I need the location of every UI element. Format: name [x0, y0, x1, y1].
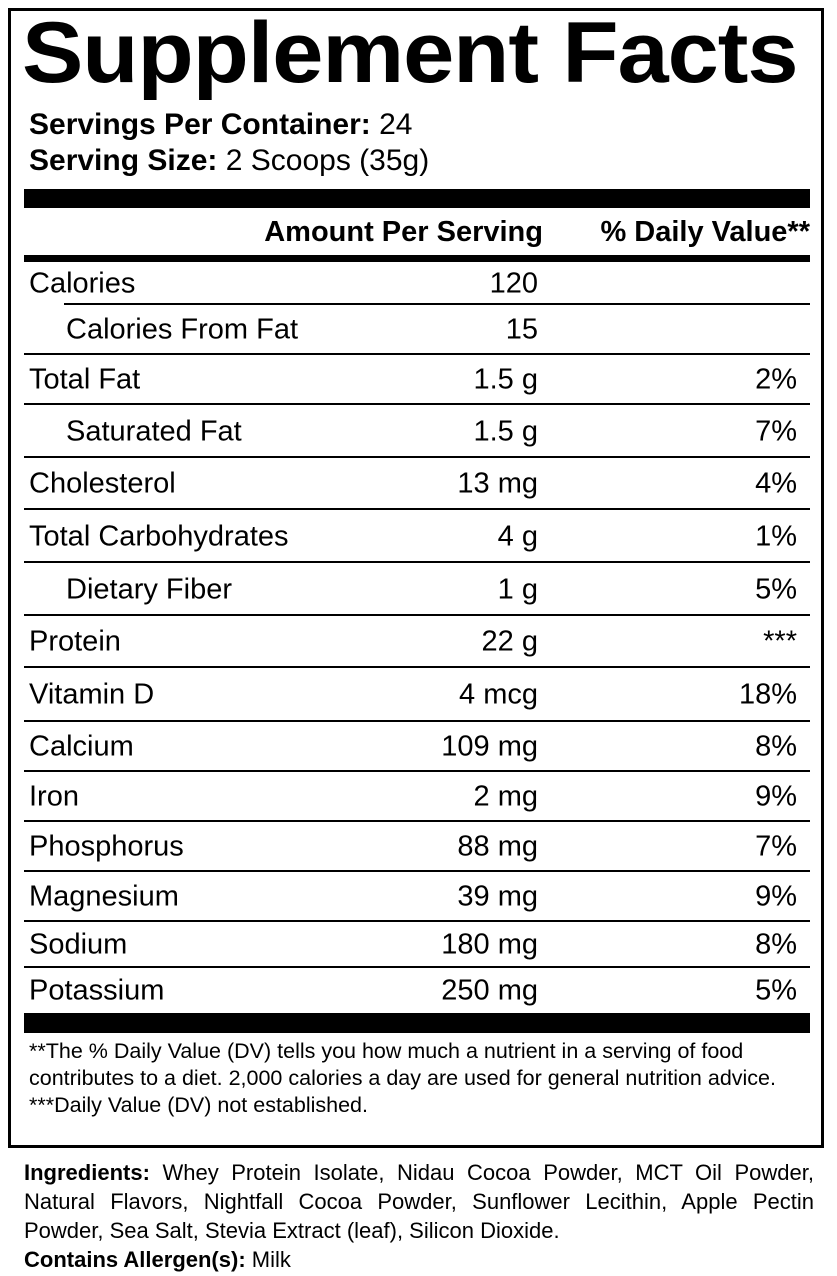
servings-value: 24	[379, 108, 413, 141]
nutrient-dv: 18%	[738, 678, 797, 711]
dv-footnote: **The % Daily Value (DV) tells you how m…	[29, 1039, 776, 1090]
nutrient-row: Potassium 250 mg 5%	[24, 968, 810, 1013]
nutrient-amount: 13 mg	[457, 467, 538, 500]
nutrient-name: Dietary Fiber	[66, 573, 232, 605]
nutrient-amount: 1.5 g	[473, 363, 539, 396]
nutrient-name: Cholesterol	[29, 467, 176, 500]
row-divider	[24, 870, 810, 872]
nutrient-row: Calories 120	[24, 262, 810, 305]
row-divider	[24, 966, 810, 968]
nutrient-amount: 120	[489, 267, 538, 299]
nutrient-dv: 9%	[755, 780, 797, 813]
nutrient-row: Magnesium 39 mg 9%	[24, 872, 810, 922]
nutrient-row: Calories From Fat 15	[24, 305, 810, 355]
row-divider	[64, 303, 810, 305]
nutrient-name: Saturated Fat	[66, 415, 242, 447]
nutrient-name: Calories From Fat	[66, 313, 299, 346]
serving-size: Serving Size: 2 Scoops (35g)	[29, 146, 429, 176]
panel-title: Supplement Facts	[22, 5, 799, 101]
nutrient-row: Total Fat 1.5 g 2%	[24, 355, 810, 405]
ingredients: Ingredients: Whey Protein Isolate, Nidau…	[24, 1158, 814, 1274]
nutrient-row: Sodium 180 mg 8%	[24, 922, 810, 968]
nutrient-name: Total Carbohydrates	[29, 520, 289, 552]
nutrient-name: Potassium	[29, 974, 165, 1006]
nutrient-dv: 7%	[755, 415, 797, 447]
row-divider	[24, 353, 810, 355]
row-divider	[24, 920, 810, 922]
nutrient-dv: 8%	[755, 730, 797, 763]
nutrient-name: Sodium	[29, 928, 128, 961]
nutrient-name: Protein	[29, 625, 121, 658]
nutrient-dv: 8%	[755, 928, 797, 961]
nutrient-dv: 2%	[755, 363, 797, 396]
nutrient-name: Calories	[29, 267, 136, 299]
ingredients-label: Ingredients:	[24, 1160, 150, 1185]
nutrient-row: Total Carbohydrates 4 g 1%	[24, 510, 810, 563]
nutrient-amount: 4 mcg	[459, 678, 538, 711]
servings-per-container: Servings Per Container: 24	[29, 110, 412, 140]
nutrient-amount: 1 g	[497, 573, 538, 605]
servings-label: Servings Per Container:	[29, 108, 371, 141]
supplement-facts-panel	[8, 8, 824, 1148]
nutrient-row: Calcium 109 mg 8%	[24, 722, 810, 772]
nutrient-dv: 1%	[755, 520, 797, 552]
nutrient-row: Vitamin D 4 mcg 18%	[24, 668, 810, 722]
nutrient-amount: 2 mg	[473, 780, 538, 813]
row-divider	[24, 561, 810, 563]
nutrient-amount: 39 mg	[457, 880, 538, 913]
nutrient-row: Iron 2 mg 9%	[24, 772, 810, 822]
nutrient-amount: 88 mg	[457, 830, 538, 863]
thick-divider	[24, 1013, 810, 1033]
row-divider	[24, 403, 810, 405]
nutrient-row: Saturated Fat 1.5 g 7%	[24, 405, 810, 458]
not-established-footnote: ***Daily Value (DV) not established.	[29, 1093, 368, 1117]
amount-header: Amount Per Serving	[264, 216, 543, 248]
nutrient-name: Vitamin D	[29, 678, 155, 711]
nutrient-row: Phosphorus 88 mg 7%	[24, 822, 810, 872]
allergens-label: Contains Allergen(s):	[24, 1247, 246, 1272]
nutrient-row: Dietary Fiber 1 g 5%	[24, 563, 810, 616]
row-divider	[24, 508, 810, 510]
nutrient-row: Protein 22 g ***	[24, 616, 810, 668]
nutrient-amount: 250 mg	[441, 974, 538, 1006]
nutrient-name: Iron	[29, 780, 79, 813]
row-divider	[24, 820, 810, 822]
footnotes: **The % Daily Value (DV) tells you how m…	[29, 1038, 799, 1119]
nutrient-amount: 15	[505, 313, 538, 346]
allergens-value: Milk	[251, 1247, 291, 1272]
serving-size-label: Serving Size:	[29, 144, 218, 177]
row-divider	[24, 666, 810, 668]
nutrient-dv: 9%	[755, 880, 797, 913]
nutrient-amount: 4 g	[497, 520, 538, 552]
nutrient-name: Phosphorus	[29, 830, 184, 863]
nutrient-row: Cholesterol 13 mg 4%	[24, 458, 810, 510]
row-divider	[24, 720, 810, 722]
serving-size-value: 2 Scoops (35g)	[225, 144, 430, 177]
nutrient-amount: 180 mg	[441, 928, 538, 961]
nutrient-name: Magnesium	[29, 880, 179, 913]
nutrient-dv: 5%	[755, 974, 797, 1006]
nutrient-amount: 109 mg	[441, 730, 538, 763]
nutrient-dv: 7%	[755, 830, 797, 863]
nutrient-dv: 5%	[755, 573, 797, 605]
nutrient-name: Calcium	[29, 730, 134, 763]
row-divider	[24, 614, 810, 616]
nutrient-dv: ***	[763, 625, 797, 658]
nutrient-dv: 4%	[755, 467, 797, 500]
row-divider	[24, 770, 810, 772]
dv-header: % Daily Value**	[600, 216, 810, 248]
medium-divider	[24, 255, 810, 262]
nutrient-name: Total Fat	[29, 363, 141, 396]
thick-divider	[24, 189, 810, 208]
nutrient-amount: 22 g	[481, 625, 538, 658]
ingredients-list: Whey Protein Isolate, Nidau Cocoa Powder…	[24, 1160, 814, 1243]
nutrient-amount: 1.5 g	[473, 415, 539, 447]
row-divider	[24, 456, 810, 458]
